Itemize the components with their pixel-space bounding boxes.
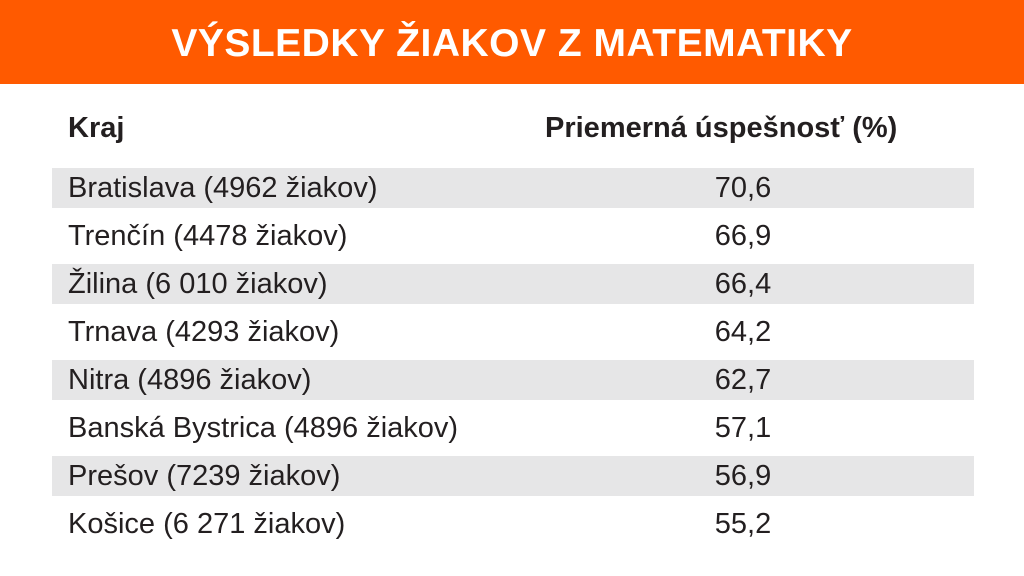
region-cell: Žilina (6 010 žiakov) [68,268,328,300]
region-cell: Prešov (7239 žiakov) [68,460,341,492]
table-header: Kraj Priemerná úspešnosť (%) [52,100,974,164]
success-rate-cell: 70,6 [714,172,772,204]
success-rate-cell: 66,9 [714,220,772,252]
region-cell: Trenčín (4478 žiakov) [68,220,348,252]
title-banner: VÝSLEDKY ŽIAKOV Z MATEMATIKY [0,0,1024,84]
success-rate-cell: 55,2 [714,508,772,540]
region-cell: Trnava (4293 žiakov) [68,316,340,348]
table-row-band: Žilina (6 010 žiakov) 66,4 [52,264,974,304]
table-row: Košice (6 271 žiakov) 55,2 [52,500,974,548]
table-row: Trenčín (4478 žiakov) 66,9 [52,212,974,260]
success-rate-cell: 64,2 [714,316,772,348]
table-row-band: Bratislava (4962 žiakov) 70,6 [52,168,974,208]
table-row: Prešov (7239 žiakov) 56,9 [52,452,974,500]
column-header-region: Kraj [68,112,125,144]
table-row-band: Trenčín (4478 žiakov) 66,9 [52,216,974,256]
table-row: Žilina (6 010 žiakov) 66,4 [52,260,974,308]
table-row-band: Prešov (7239 žiakov) 56,9 [52,456,974,496]
table-row-band: Trnava (4293 žiakov) 64,2 [52,312,974,352]
table-row-band: Banská Bystrica (4896 žiakov) 57,1 [52,408,974,448]
page-title: VÝSLEDKY ŽIAKOV Z MATEMATIKY [171,21,853,65]
success-rate-cell: 57,1 [714,412,772,444]
success-rate-cell: 66,4 [714,268,772,300]
table-row: Trnava (4293 žiakov) 64,2 [52,308,974,356]
region-cell: Bratislava (4962 žiakov) [68,172,378,204]
table-body: Bratislava (4962 žiakov) 70,6 Trenčín (447… [52,164,974,548]
table-row-band: Košice (6 271 žiakov) 55,2 [52,504,974,544]
region-cell: Košice (6 271 žiakov) [68,508,346,540]
success-rate-cell: 56,9 [714,460,772,492]
region-cell: Nitra (4896 žiakov) [68,364,312,396]
success-rate-cell: 62,7 [714,364,772,396]
region-cell: Banská Bystrica (4896 žiakov) [68,412,459,444]
table-row: Banská Bystrica (4896 žiakov) 57,1 [52,404,974,452]
table-row: Nitra (4896 žiakov) 62,7 [52,356,974,404]
results-table: Kraj Priemerná úspešnosť (%) Bratislava … [52,100,974,548]
table-row-band: Nitra (4896 žiakov) 62,7 [52,360,974,400]
table-row: Bratislava (4962 žiakov) 70,6 [52,164,974,212]
column-header-success-rate: Priemerná úspešnosť (%) [545,112,898,144]
